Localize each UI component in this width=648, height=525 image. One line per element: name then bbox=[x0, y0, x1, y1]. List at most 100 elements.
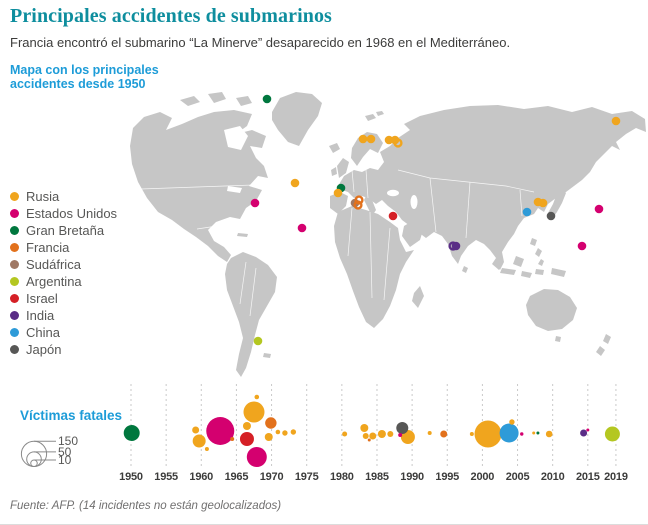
legend-color-dot bbox=[10, 226, 19, 235]
timeline-bubble-rusia bbox=[360, 424, 369, 432]
bubble-size-legend bbox=[20, 440, 56, 468]
timeline-gridlines bbox=[130, 384, 617, 469]
timeline-bubble-rusia bbox=[242, 422, 251, 430]
year-tick-label-2010: 2010 bbox=[540, 471, 565, 483]
year-tick-label-1990: 1990 bbox=[400, 471, 424, 483]
country-legend: Rusia Estados Unidos Gran Bretaña Francia Su… bbox=[10, 188, 117, 358]
timeline-bubble-rusia bbox=[469, 432, 474, 436]
size-legend-value-150: 150 bbox=[58, 434, 79, 449]
timeline-bubble-francia bbox=[367, 438, 371, 442]
map-point-rusia bbox=[358, 134, 368, 144]
legend-color-dot bbox=[10, 277, 19, 286]
size-legend-circle-50 bbox=[26, 451, 42, 467]
legend-color-dot bbox=[10, 260, 19, 269]
year-tick-label-2005: 2005 bbox=[505, 471, 530, 483]
timeline-bubble-francia bbox=[440, 430, 448, 438]
legend-item-estados-unidos: Estados Unidos bbox=[10, 205, 117, 222]
legend-label: Argentina bbox=[26, 274, 82, 289]
year-tick-label-1970: 1970 bbox=[259, 471, 284, 483]
legend-color-dot bbox=[10, 345, 19, 354]
timeline-bubble-gran-bretana bbox=[123, 425, 140, 441]
map-point-rusia bbox=[538, 198, 548, 208]
legend-label: Japón bbox=[26, 342, 62, 357]
size-legend-circle-150 bbox=[20, 440, 48, 468]
timeline-bubble-estados-unidos bbox=[398, 433, 403, 437]
page-title: Principales accidentes de submarinos bbox=[10, 5, 332, 27]
legend-label: India bbox=[26, 308, 55, 323]
timeline-bubble-rusia bbox=[264, 433, 273, 441]
legend-item-francia: Francia bbox=[10, 239, 117, 256]
map-point-estados-unidos bbox=[594, 204, 604, 214]
world-map bbox=[130, 92, 646, 377]
map-points-layer bbox=[250, 94, 621, 346]
legend-label: Estados Unidos bbox=[26, 206, 118, 221]
timeline-bubble-gran-bretana bbox=[536, 431, 540, 435]
legend-color-dot bbox=[10, 243, 19, 252]
year-tick-label-1955: 1955 bbox=[154, 471, 178, 483]
country-borders bbox=[140, 169, 535, 317]
timeline-bubble-estados-unidos bbox=[586, 428, 590, 432]
legend-color-dot bbox=[10, 328, 19, 337]
timeline-bubble-rusia bbox=[192, 426, 200, 434]
timeline-bubble-israel bbox=[239, 432, 254, 446]
legend-label: Israel bbox=[26, 291, 58, 306]
timeline-bubble-rusia bbox=[192, 434, 206, 448]
legend-item-japon: Japón bbox=[10, 341, 117, 358]
year-tick-label-2015: 2015 bbox=[575, 471, 600, 483]
year-tick-label-1965: 1965 bbox=[224, 471, 249, 483]
map-point-estados-unidos bbox=[577, 241, 587, 251]
size-legend-value-50: 50 bbox=[58, 444, 72, 459]
legend-label: Francia bbox=[26, 240, 70, 255]
year-tick-label-2000: 2000 bbox=[470, 471, 495, 483]
legend-item-rusia: Rusia bbox=[10, 188, 117, 205]
map-section-label-line2: accidentes desde 1950 bbox=[10, 77, 146, 91]
map-section-label: Mapa con los principales accidentes desd… bbox=[10, 63, 159, 91]
timeline-title: Víctimas fatales bbox=[20, 408, 123, 423]
map-point-china bbox=[522, 207, 532, 217]
timeline-bubble-rusia bbox=[532, 431, 536, 435]
map-point-india bbox=[451, 241, 461, 251]
timeline-bubble-rusia bbox=[474, 420, 502, 448]
size-legend-value-10: 10 bbox=[58, 452, 72, 467]
timeline-bubble-estados-unidos bbox=[206, 417, 235, 445]
map-point-estados-unidos bbox=[250, 198, 260, 208]
timeline-bubble-rusia bbox=[377, 430, 386, 438]
map-point-rusia bbox=[384, 135, 394, 145]
timeline-bubble-china bbox=[499, 423, 519, 443]
year-tick-label-2019: 2019 bbox=[604, 471, 628, 483]
map-point-rusia bbox=[611, 116, 621, 126]
timeline-bubble-rusia bbox=[275, 429, 281, 435]
legend-item-argentina: Argentina bbox=[10, 273, 117, 290]
timeline-bubble-japon bbox=[396, 422, 409, 434]
timeline-bubble-argentina bbox=[604, 426, 620, 442]
map-point-japon bbox=[546, 211, 556, 221]
map-point-rusia bbox=[366, 134, 376, 144]
timeline-bubble-rusia bbox=[290, 429, 297, 435]
timeline-bubble-estados-unidos bbox=[246, 447, 267, 467]
year-tick-label-1975: 1975 bbox=[294, 471, 319, 483]
timeline-bubble-rusia bbox=[243, 401, 265, 423]
timeline-bubble-estados-unidos bbox=[520, 432, 524, 436]
map-point-francia bbox=[354, 195, 364, 205]
map-section-label-line1: Mapa con los principales bbox=[10, 63, 159, 77]
timeline-bubbles-layer bbox=[123, 394, 620, 467]
inland-water bbox=[224, 126, 418, 209]
source-note: Fuente: AFP. (14 incidentes no están geo… bbox=[10, 500, 282, 512]
legend-label: China bbox=[26, 325, 60, 340]
map-point-rusia bbox=[290, 178, 300, 188]
timeline-bubble-rusia bbox=[342, 431, 348, 437]
legend-color-dot bbox=[10, 311, 19, 320]
map-point-francia bbox=[353, 200, 363, 210]
timeline-bubble-rusia bbox=[362, 433, 369, 439]
legend-color-dot bbox=[10, 209, 19, 218]
map-point-gran-bretana bbox=[262, 94, 272, 104]
page-subtitle: Francia encontró el submarino “La Minerv… bbox=[10, 35, 511, 50]
legend-item-sudafrica: Sudáfrica bbox=[10, 256, 117, 273]
legend-label: Gran Bretaña bbox=[26, 223, 105, 238]
timeline-bubble-rusia bbox=[427, 431, 432, 435]
map-point-argentina bbox=[253, 336, 263, 346]
timeline-bubble-rusia bbox=[204, 447, 209, 451]
timeline-bubble-francia bbox=[265, 417, 277, 429]
year-tick-label-1960: 1960 bbox=[189, 471, 214, 483]
